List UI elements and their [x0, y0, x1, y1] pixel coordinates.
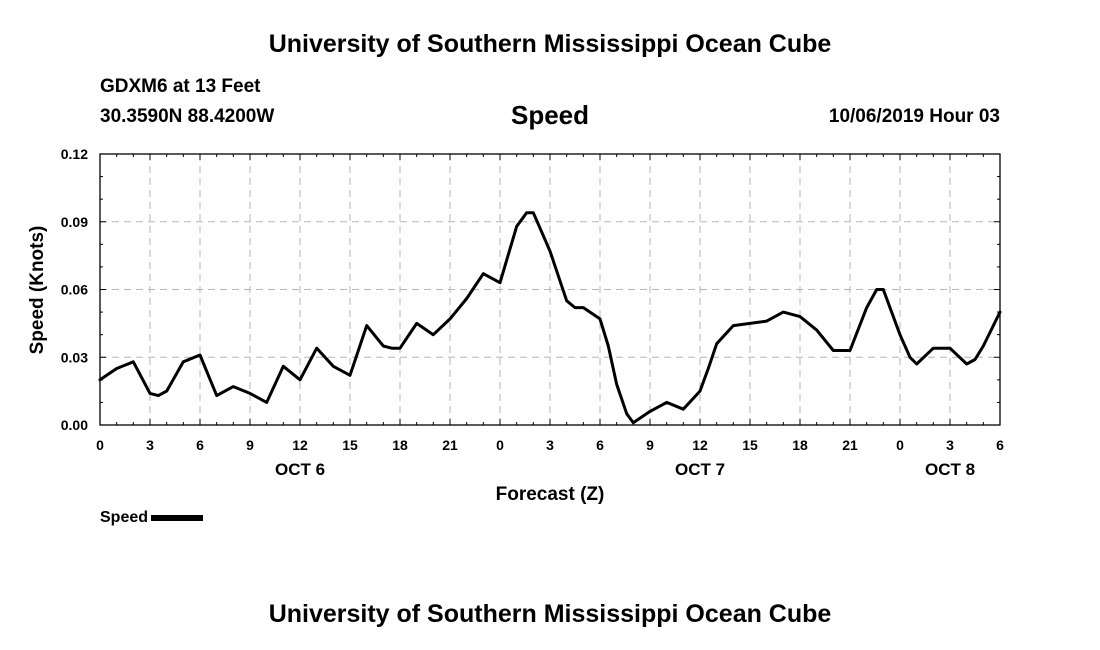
legend-swatch	[151, 515, 204, 521]
ticks: 0 3 6 9 12 15 18 21 0 3 6 9 12 15 18 21 0 3 6 0.00 0.03 0.06 0…	[61, 146, 1004, 479]
forecast-timestamp: 10/06/2019 Hour 03	[828, 106, 1000, 127]
y-axis-label: Speed (Knots)	[27, 226, 48, 355]
x-axis-label: Forecast (Z)	[496, 484, 605, 505]
day-label: OCT 6	[275, 460, 325, 479]
x-tick-label: 3	[546, 437, 554, 453]
x-tick-label: 6	[596, 437, 604, 453]
y-tick-label: 0.06	[61, 282, 88, 298]
day-label: OCT 7	[675, 460, 725, 479]
x-tick-label: 18	[792, 437, 808, 453]
day-label: OCT 8	[925, 460, 975, 479]
x-tick-label: 0	[96, 437, 104, 453]
legend-label: Speed	[100, 509, 149, 526]
x-tick-label: 12	[692, 437, 708, 453]
x-tick-label: 18	[392, 437, 408, 453]
y-tick-label: 0.03	[61, 349, 88, 365]
station-label: GDXM6 at 13 Feet	[100, 76, 261, 97]
x-tick-label: 6	[196, 437, 204, 453]
y-tick-label: 0.09	[61, 214, 88, 230]
series-line-speed	[98, 211, 1002, 425]
x-tick-label: 9	[646, 437, 654, 453]
chart-title: Speed	[510, 100, 590, 130]
bottom-title: University of Southern Mississippi Ocean…	[268, 600, 832, 628]
y-tick-label: 0.00	[61, 417, 88, 433]
legend: Speed	[100, 509, 204, 527]
y-tick-label: 0.12	[61, 146, 88, 162]
x-tick-label: 3	[146, 437, 154, 453]
grid	[100, 154, 1000, 425]
top-title: University of Southern Mississippi Ocean…	[268, 30, 832, 58]
x-tick-label: 21	[842, 437, 858, 453]
x-tick-label: 0	[496, 437, 504, 453]
x-tick-label: 3	[946, 437, 954, 453]
coordinates-label: 30.3590N 88.4200W	[100, 106, 275, 127]
x-tick-label: 15	[342, 437, 358, 453]
x-tick-label: 12	[292, 437, 308, 453]
x-tick-label: 0	[896, 437, 904, 453]
x-tick-label: 9	[246, 437, 254, 453]
x-tick-label: 15	[742, 437, 758, 453]
x-tick-label: 21	[442, 437, 458, 453]
series-layer	[98, 211, 1002, 425]
x-tick-label: 6	[996, 437, 1004, 453]
